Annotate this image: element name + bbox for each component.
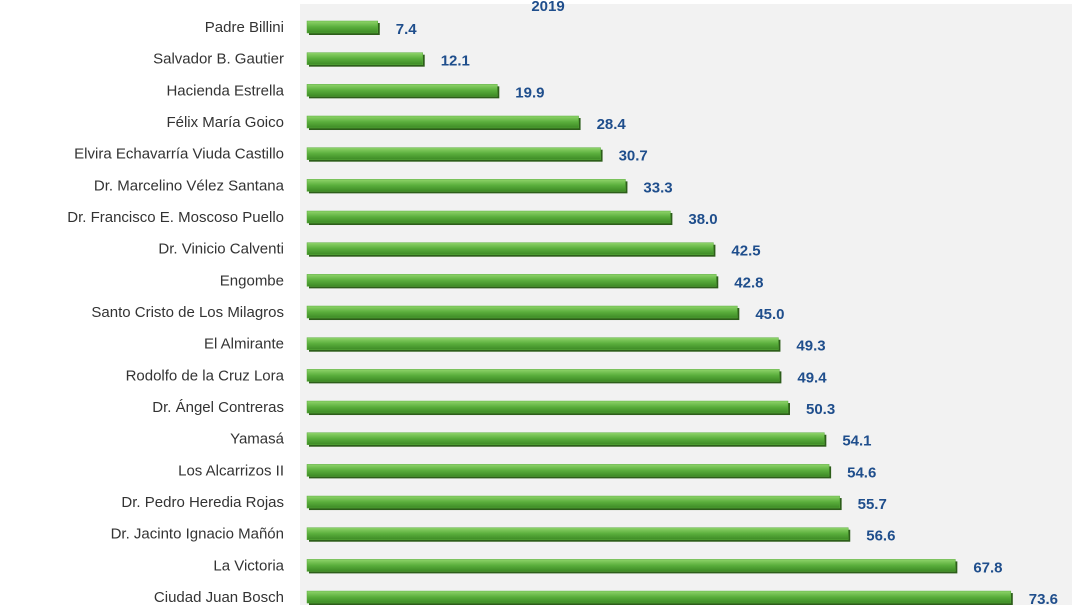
value-label: 33.3 — [643, 179, 672, 196]
category-label: Félix María Goico — [166, 114, 284, 131]
category-label: Elvira Echavarría Viuda Castillo — [74, 146, 284, 163]
bar — [306, 274, 717, 287]
value-label: 30.7 — [619, 148, 648, 165]
category-label: Yamasá — [230, 431, 285, 448]
value-label: 7.4 — [396, 21, 418, 38]
category-label: Engombe — [220, 272, 284, 289]
value-label: 49.3 — [796, 338, 825, 355]
bar — [306, 52, 423, 65]
value-label: 49.4 — [797, 369, 827, 386]
category-label: La Victoria — [213, 557, 284, 574]
value-label: 54.6 — [847, 464, 876, 481]
bar — [306, 559, 956, 572]
value-label: 19.9 — [515, 84, 544, 101]
value-label: 73.6 — [1029, 591, 1058, 605]
bar — [306, 590, 1012, 604]
bar — [306, 115, 579, 129]
bar — [306, 464, 830, 477]
value-label: 55.7 — [858, 496, 887, 513]
value-label: 56.6 — [866, 528, 895, 545]
bar — [306, 305, 738, 319]
category-label: Santo Cristo de Los Milagros — [91, 304, 284, 321]
value-label: 67.8 — [973, 559, 1002, 576]
value-label: 54.1 — [842, 433, 871, 450]
category-label: Salvador B. Gautier — [153, 51, 284, 68]
value-label: 45.0 — [755, 306, 784, 323]
bar — [306, 495, 840, 509]
category-label: Dr. Jacinto Ignacio Mañón — [111, 526, 284, 543]
bar — [306, 242, 714, 255]
bar — [306, 400, 789, 414]
category-label: Los Alcarrizos II — [178, 462, 284, 479]
category-label: Rodolfo de la Cruz Lora — [126, 367, 285, 384]
category-label: Dr. Vinicio Calventi — [158, 241, 284, 258]
category-label: Padre Billini — [205, 19, 284, 36]
category-label: Ciudad Juan Bosch — [154, 589, 284, 605]
category-label: Hacienda Estrella — [166, 82, 284, 99]
category-label: Dr. Francisco E. Moscoso Puello — [67, 209, 284, 226]
bar — [306, 179, 626, 192]
chart-title: 2019 — [531, 0, 564, 15]
value-label: 12.1 — [441, 53, 470, 70]
value-label: 28.4 — [597, 116, 627, 133]
bar — [306, 147, 601, 160]
bar — [306, 210, 671, 224]
category-label: Dr. Pedro Heredia Rojas — [121, 494, 284, 511]
category-label: Dr. Marcelino Vélez Santana — [94, 177, 285, 194]
value-label: 42.5 — [731, 243, 760, 260]
category-label: El Almirante — [204, 336, 284, 353]
value-label: 50.3 — [806, 401, 835, 418]
bar — [306, 20, 379, 34]
bar — [306, 527, 849, 540]
value-label: 38.0 — [688, 211, 717, 228]
bar — [306, 369, 780, 382]
bar — [306, 337, 779, 350]
bar — [306, 432, 825, 445]
value-label: 42.8 — [734, 274, 763, 291]
category-label: Dr. Ángel Contreras — [152, 399, 284, 416]
bar — [306, 84, 498, 97]
